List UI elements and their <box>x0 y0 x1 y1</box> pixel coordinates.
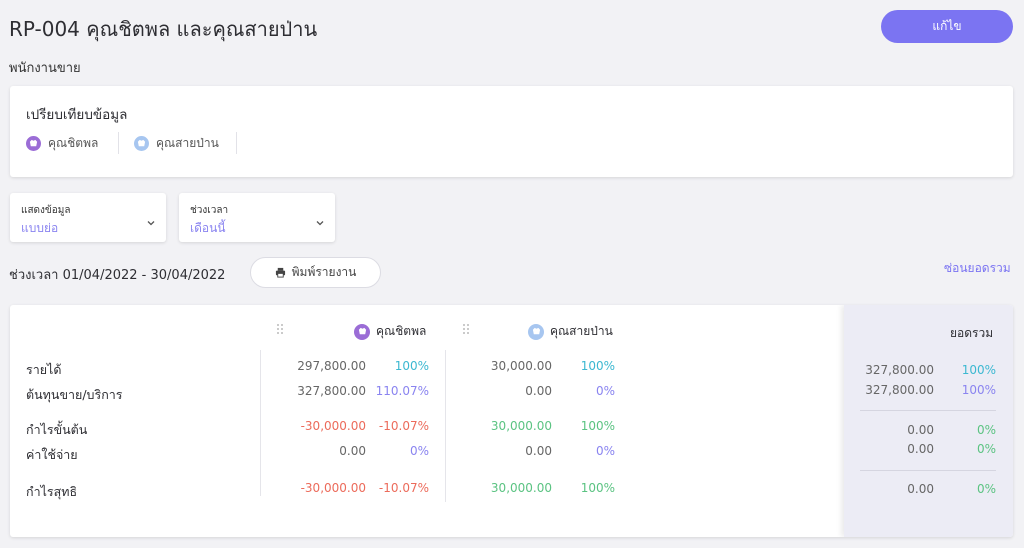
total-amount: 0.00 <box>907 442 934 456</box>
total-percent: 0% <box>976 482 996 496</box>
value-amount: 327,800.00 <box>297 384 366 398</box>
total-divider <box>860 410 996 411</box>
row-label-expenses: ค่าใช้จ่าย <box>26 447 78 462</box>
compare-title: เปรียบเทียบข้อมูล <box>26 107 128 123</box>
column-header-1: คุณชิตพล <box>354 322 426 341</box>
value-amount: 0.00 <box>525 384 552 398</box>
period-text: ช่วงเวลา 01/04/2022 - 30/04/2022 <box>9 268 226 283</box>
drag-handle-icon[interactable] <box>462 323 470 335</box>
value-amount: -30,000.00 <box>300 481 366 495</box>
value-percent: -10.07% <box>378 419 429 433</box>
period-dropdown[interactable]: ช่วงเวลา เดือนนี้ <box>179 193 335 242</box>
column-header-label: คุณสายป่าน <box>550 324 613 338</box>
total-amount: 0.00 <box>907 423 934 437</box>
value-percent: -10.07% <box>378 481 429 495</box>
display-dropdown-label: แสดงข้อมูล <box>21 205 71 216</box>
total-amount: 327,800.00 <box>865 383 934 397</box>
value-percent: 100% <box>394 359 429 373</box>
value-percent: 0% <box>595 384 615 398</box>
person-avatar-icon <box>354 323 370 340</box>
person-avatar-icon <box>26 136 41 151</box>
value-percent: 0% <box>595 444 615 458</box>
display-dropdown-value: แบบย่อ <box>21 221 59 235</box>
total-percent: 100% <box>961 363 996 377</box>
edit-button[interactable]: แก้ไข <box>881 10 1013 43</box>
value-amount: 0.00 <box>339 444 366 458</box>
value-amount: 297,800.00 <box>297 359 366 373</box>
value-amount: 30,000.00 <box>490 359 552 373</box>
row-label-gross-profit: กำไรขั้นต้น <box>26 422 88 437</box>
chevron-down-icon <box>316 221 324 226</box>
person-avatar-icon <box>134 136 149 151</box>
compare-chip-2[interactable]: คุณสายป่าน <box>134 134 219 153</box>
total-percent: 0% <box>976 442 996 456</box>
value-amount: 0.00 <box>525 444 552 458</box>
column-divider <box>445 350 446 502</box>
value-percent: 100% <box>580 359 615 373</box>
total-percent: 0% <box>976 423 996 437</box>
value-percent: 110.07% <box>375 384 429 398</box>
column-header-2: คุณสายป่าน <box>528 322 613 341</box>
row-label-revenue: รายได้ <box>26 362 62 377</box>
value-amount: 30,000.00 <box>490 481 552 495</box>
page-subtitle: พนักงานขาย <box>9 61 81 76</box>
hide-total-link[interactable]: ซ่อนยอดรวม <box>944 261 1011 275</box>
divider <box>118 132 119 154</box>
value-amount: 30,000.00 <box>490 419 552 433</box>
page-title: RP-004 คุณชิตพล และคุณสายป่าน <box>9 17 318 41</box>
divider <box>236 132 237 154</box>
row-label-net-profit: กำไรสุทธิ <box>26 484 78 499</box>
report-table: คุณชิตพล คุณสายป่าน ยอดรวม รายได้ 297,80… <box>10 305 1013 537</box>
compare-chip-label: คุณชิตพล <box>48 136 99 150</box>
value-percent: 0% <box>409 444 429 458</box>
chevron-down-icon <box>147 221 155 226</box>
display-dropdown[interactable]: แสดงข้อมูล แบบย่อ <box>10 193 166 242</box>
period-dropdown-value: เดือนนี้ <box>190 221 226 235</box>
print-report-label: พิมพ์รายงาน <box>291 265 357 279</box>
period-dropdown-label: ช่วงเวลา <box>190 205 229 216</box>
value-amount: -30,000.00 <box>300 419 366 433</box>
compare-chip-1[interactable]: คุณชิตพล <box>26 134 98 153</box>
total-percent: 100% <box>961 383 996 397</box>
row-label-cost: ต้นทุนขาย/บริการ <box>26 387 123 402</box>
print-report-button[interactable]: พิมพ์รายงาน <box>250 257 381 288</box>
person-avatar-icon <box>528 323 544 340</box>
total-divider <box>860 470 996 471</box>
printer-icon <box>275 267 285 278</box>
drag-handle-icon[interactable] <box>276 323 284 335</box>
column-divider <box>260 350 261 496</box>
total-amount: 0.00 <box>907 482 934 496</box>
compare-card: เปรียบเทียบข้อมูล คุณชิตพล คุณสายป่าน <box>10 86 1013 177</box>
column-header-label: คุณชิตพล <box>376 324 427 338</box>
value-percent: 100% <box>580 419 615 433</box>
total-panel <box>844 305 1013 537</box>
total-column-header: ยอดรวม <box>950 326 994 340</box>
total-amount: 327,800.00 <box>865 363 934 377</box>
value-percent: 100% <box>580 481 615 495</box>
compare-chip-label: คุณสายป่าน <box>156 136 219 150</box>
